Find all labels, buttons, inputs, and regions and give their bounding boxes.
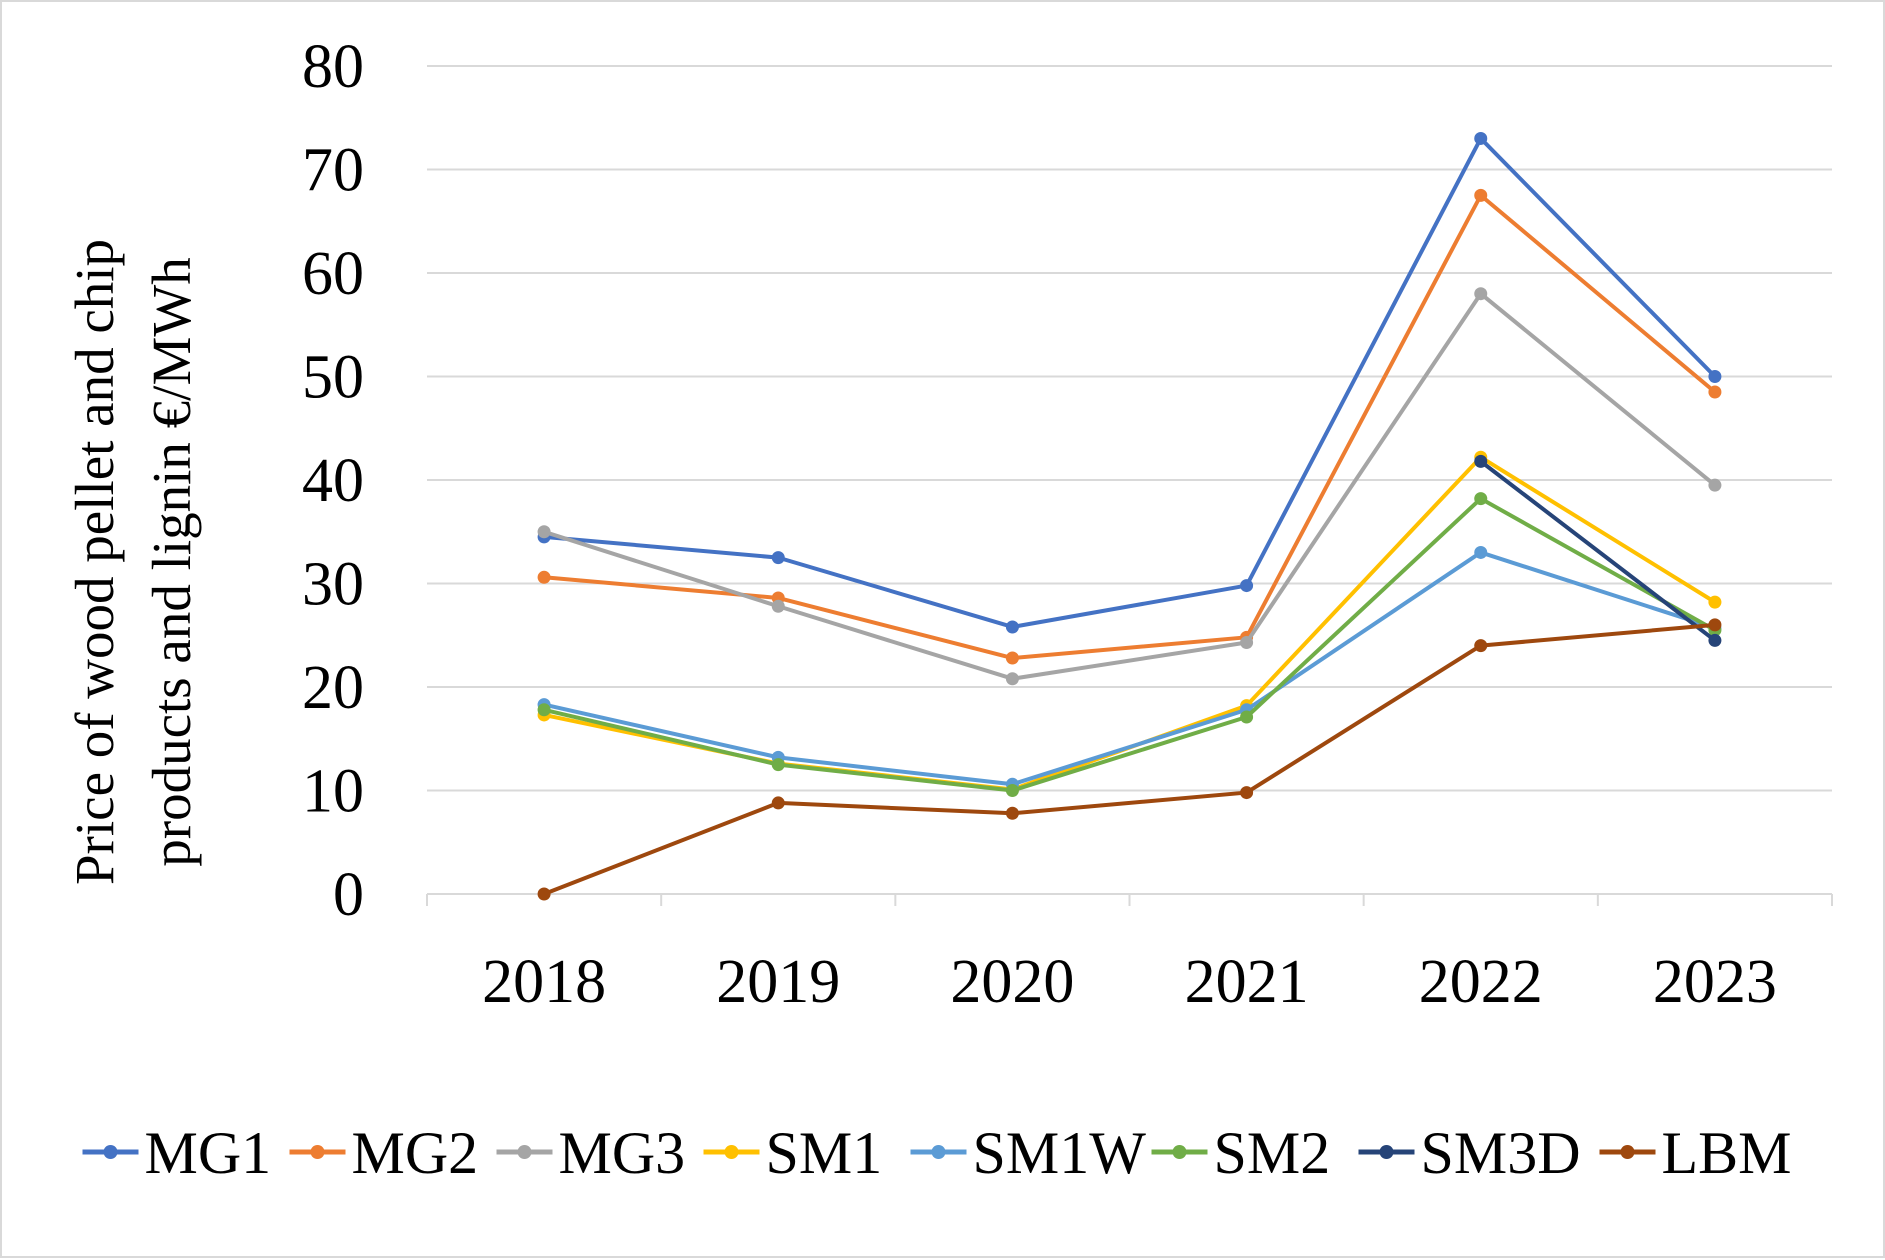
data-point-lbm: [1005, 806, 1019, 820]
series-line-sm2: [542, 496, 1717, 793]
legend-label: MG1: [145, 1120, 272, 1186]
legend-swatch-marker: [1379, 1145, 1394, 1159]
data-point-lbm: [1474, 639, 1488, 653]
data-point-mg2: [1005, 651, 1019, 665]
data-point-sm3d: [1708, 633, 1722, 647]
data-point-sm3d: [1474, 454, 1488, 468]
data-point-mg3: [1240, 635, 1254, 649]
legend-swatch-marker: [931, 1145, 946, 1159]
series-sm2: [537, 492, 1722, 797]
data-point-mg3: [1708, 478, 1722, 492]
data-point-mg3: [771, 599, 785, 613]
data-point-mg3: [1474, 287, 1488, 301]
series-mg2: [537, 188, 1722, 665]
data-point-lbm: [771, 796, 785, 810]
x-tick-label: 2022: [1419, 948, 1543, 1016]
data-point-mg2: [537, 570, 551, 584]
y-tick-label: 80: [302, 33, 364, 101]
legend-swatch-marker: [103, 1145, 118, 1159]
data-point-mg1: [1240, 579, 1254, 593]
y-tick-label: 50: [302, 344, 364, 412]
series-mg3: [537, 287, 1722, 686]
data-point-mg1: [1474, 131, 1488, 145]
series-line-sm3d: [1478, 459, 1717, 643]
y-tick-label: 70: [302, 137, 364, 205]
y-tick-label: 10: [302, 758, 364, 826]
legend-swatch-marker: [310, 1145, 325, 1159]
legend-swatch-marker: [724, 1145, 739, 1159]
data-point-lbm: [537, 887, 551, 901]
series-lines: [537, 131, 1722, 901]
x-tick-label: 2021: [1185, 948, 1309, 1016]
legend-label: LBM: [1662, 1120, 1792, 1186]
data-point-mg1: [771, 551, 785, 565]
legend-item-mg3: MG3: [496, 1120, 686, 1186]
data-point-sm2: [771, 758, 785, 772]
legend-label: MG2: [352, 1120, 479, 1186]
tick-labels: 0 10 20 30 40 50 60 70 80 2018 2019 2020 2021 2022 202…: [302, 33, 1777, 1016]
legend-swatch-marker: [1620, 1145, 1635, 1159]
data-point-sm2: [537, 703, 551, 717]
series-line-mg3: [542, 291, 1717, 681]
data-point-mg1: [1005, 620, 1019, 634]
y-tick-label: 30: [302, 551, 364, 619]
legend-item-mg1: MG1: [82, 1120, 272, 1186]
data-point-sm2: [1474, 492, 1488, 506]
data-point-lbm: [1708, 618, 1722, 632]
y-tick-label: 20: [302, 654, 364, 722]
data-point-lbm: [1240, 786, 1254, 800]
data-point-mg2: [1708, 385, 1722, 399]
series-lbm: [537, 618, 1722, 901]
y-axis-label-line-2: products and lignin €/MWh: [141, 257, 202, 867]
series-line-sm1w: [542, 550, 1717, 787]
legend-item-mg2: MG2: [289, 1120, 479, 1186]
data-point-mg1: [1708, 370, 1722, 383]
gridlines: [427, 65, 1832, 792]
y-tick-label: 40: [302, 447, 364, 515]
data-point-mg2: [1474, 188, 1488, 202]
legend: MG1 MG2 MG3 SM1 SM1W SM2 SM3D LBM: [82, 1120, 1792, 1186]
y-tick-label: 0: [333, 861, 364, 929]
series-line-mg1: [542, 136, 1717, 629]
series-sm3d: [1474, 454, 1722, 647]
x-tick-label: 2020: [950, 948, 1074, 1016]
axes: [426, 893, 1833, 906]
legend-label: SM3D: [1421, 1120, 1581, 1186]
data-point-sm1: [1708, 595, 1722, 609]
legend-swatch-marker: [1172, 1145, 1187, 1159]
legend-swatch-marker: [517, 1145, 532, 1159]
legend-item-lbm: LBM: [1599, 1120, 1792, 1186]
legend-label: SM1: [766, 1120, 883, 1186]
x-tick-label: 2019: [716, 948, 840, 1016]
x-tick-label: 2023: [1653, 948, 1777, 1016]
x-tick-label: 2018: [482, 948, 606, 1016]
y-axis-label-line-1: Price of wood pellet and chip: [64, 239, 125, 885]
data-point-mg3: [537, 525, 551, 539]
series-mg1: [537, 131, 1722, 634]
legend-label: SM2: [1214, 1120, 1331, 1186]
data-point-sm2: [1240, 710, 1254, 724]
series-line-lbm: [542, 622, 1717, 896]
legend-label: MG3: [559, 1120, 686, 1186]
legend-item-sm2: SM2: [1151, 1120, 1331, 1186]
data-point-sm2: [1005, 784, 1019, 797]
y-tick-label: 60: [302, 240, 364, 308]
legend-label: SM1W: [973, 1120, 1147, 1186]
legend-item-sm3d: SM3D: [1358, 1120, 1581, 1186]
data-point-sm1w: [1474, 545, 1488, 559]
legend-item-sm1: SM1: [703, 1120, 883, 1186]
data-point-mg3: [1005, 672, 1019, 686]
legend-item-sm1w: SM1W: [910, 1120, 1147, 1186]
